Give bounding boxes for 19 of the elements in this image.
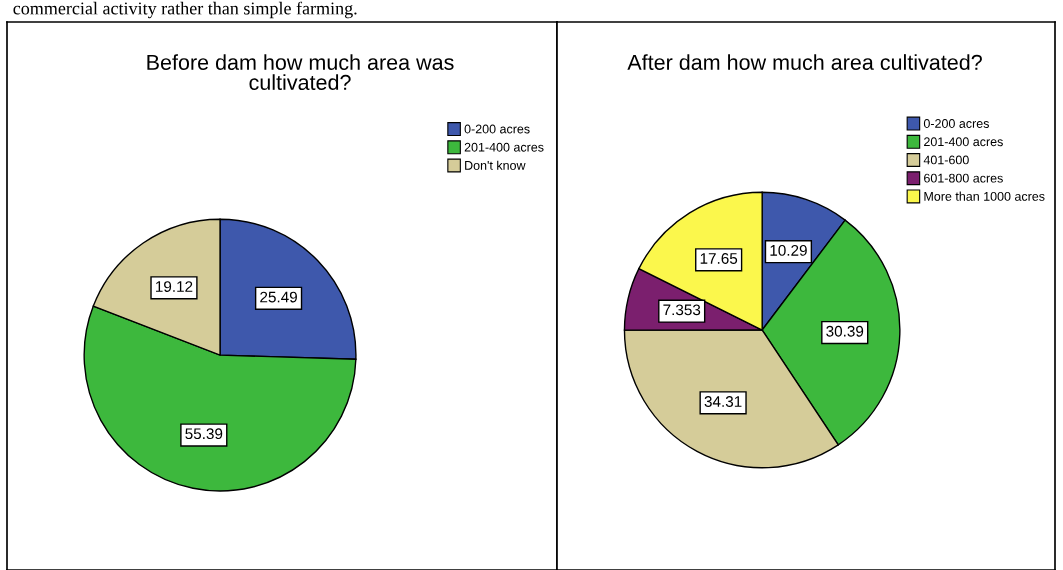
legend-label: 201-400 acres <box>924 137 1003 147</box>
data-label: 10.29 <box>770 244 807 256</box>
data-label: 30.39 <box>826 325 864 337</box>
text: commercial activity rather than simple farming. <box>13 1 357 19</box>
legend-label: 601-800 acres <box>924 173 1003 183</box>
data-label: 55.39 <box>185 428 223 440</box>
legend-label: 0-200 acres <box>923 119 989 128</box>
data-label: 7.353 <box>663 304 701 316</box>
chart-title: Before dam how much area was cultivated? <box>147 54 454 91</box>
data-label: 19.12 <box>156 281 193 292</box>
data-label: 34.31 <box>704 396 742 407</box>
legend-label: 401-600 <box>923 155 969 165</box>
legend-label: Don't know <box>465 160 526 170</box>
data-label: 17.65 <box>700 253 738 264</box>
legend-label: More than 1000 acres <box>924 191 1045 201</box>
legend-label: 201-400 acres <box>464 142 544 152</box>
legend-label: 0-200 acres <box>464 124 530 134</box>
data-label: 25.49 <box>260 291 297 303</box>
chart-title: After dam how much area cultivated? <box>627 54 982 70</box>
